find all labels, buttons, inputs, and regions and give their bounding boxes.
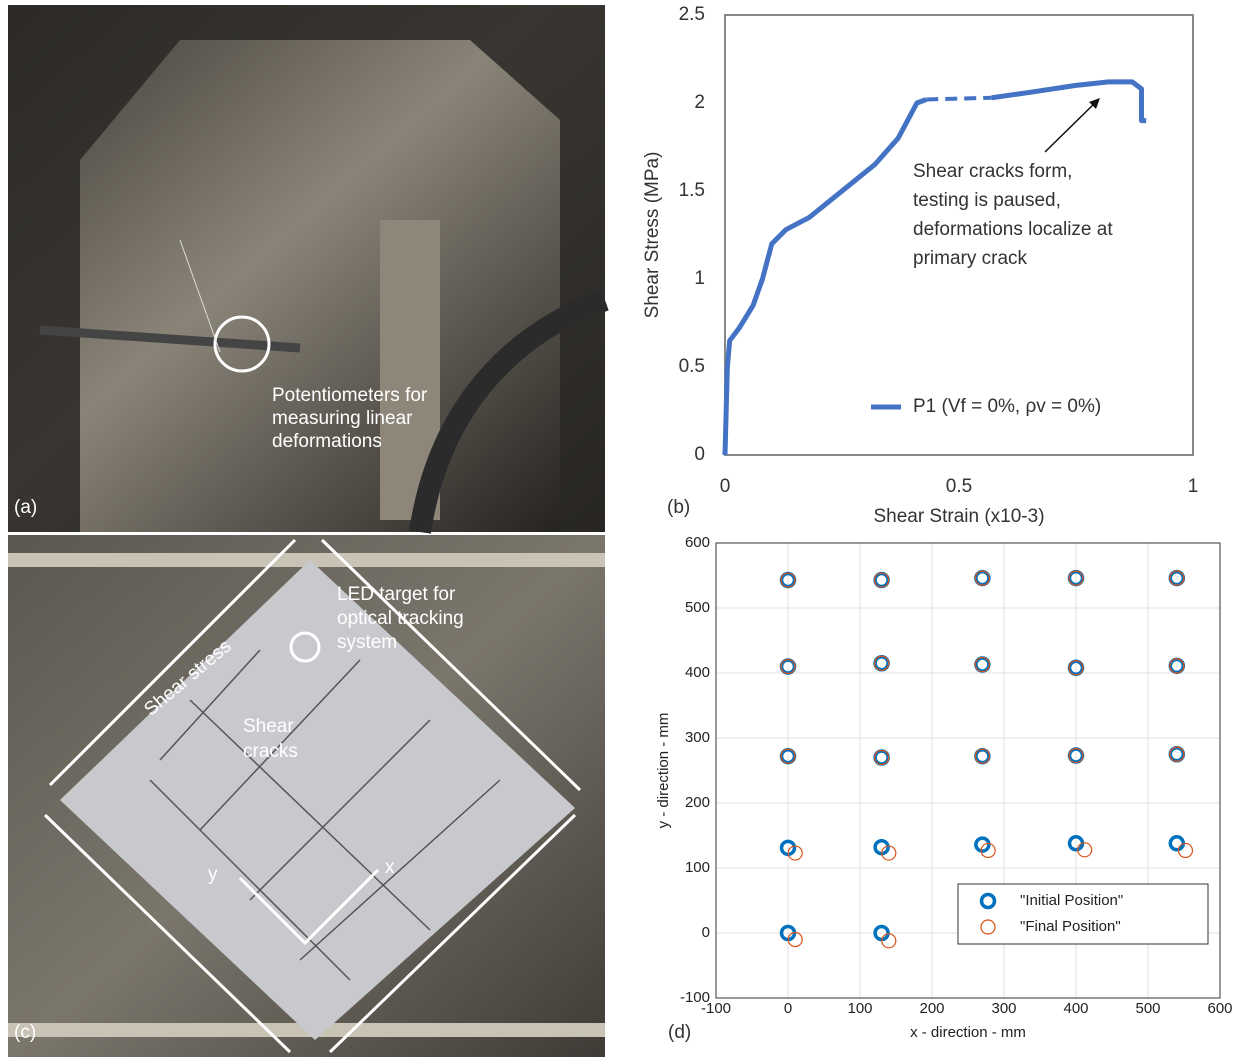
text-line: testing is paused, (913, 190, 1061, 211)
axis-label: y (208, 864, 218, 885)
x-tick-label: 100 (847, 1000, 872, 1017)
x-tick-label: 400 (1063, 1000, 1088, 1017)
y-tick-label: 2 (694, 92, 705, 113)
panel-label: (a) (14, 497, 37, 518)
x-tick-label: 0 (784, 1000, 792, 1017)
x-tick-label: 1 (1188, 476, 1199, 497)
x-axis-label: x - direction - mm (910, 1024, 1026, 1041)
panel-label: (b) (667, 497, 690, 518)
y-tick-label: 1 (694, 268, 705, 289)
panel-label: (c) (14, 1022, 36, 1043)
x-tick-label: 200 (919, 1000, 944, 1017)
y-tick-label: 0.5 (679, 356, 705, 377)
y-axis-label: y - direction - mm (655, 713, 672, 829)
legend-label: "Final Position" (1020, 918, 1121, 935)
y-tick-label: 200 (685, 794, 710, 811)
y-tick-label: 600 (685, 534, 710, 551)
y-tick-label: 0 (694, 444, 705, 465)
text-line: measuring linear (272, 408, 413, 429)
x-axis-label: Shear Strain (x10-3) (873, 506, 1044, 527)
text-line: primary crack (913, 248, 1028, 269)
x-tick-label: 0 (720, 476, 731, 497)
panel-label: (d) (668, 1022, 691, 1043)
text-line: deformations localize at (913, 219, 1113, 240)
y-tick-label: 300 (685, 729, 710, 746)
y-tick-label: 2.5 (679, 4, 705, 25)
y-tick-label: 500 (685, 599, 710, 616)
text-line: Potentiometers for (272, 385, 428, 406)
legend-label: "Initial Position" (1020, 892, 1123, 909)
legend-label: P1 (Vf = 0%, ρv = 0%) (913, 396, 1101, 417)
axis-label: x (385, 857, 395, 878)
x-tick-label: 0.5 (946, 476, 972, 497)
text-line: optical tracking (337, 608, 464, 629)
text-line: Shear (243, 716, 294, 737)
figure: (a) Potentiometers formeasuring linearde… (0, 0, 1250, 1059)
text-line: deformations (272, 431, 382, 452)
text-line: Shear cracks form, (913, 161, 1072, 182)
text-line: cracks (243, 741, 298, 762)
x-tick-label: 500 (1135, 1000, 1160, 1017)
y-tick-label: -100 (680, 989, 710, 1006)
y-tick-label: 1.5 (679, 180, 705, 201)
x-tick-label: 300 (991, 1000, 1016, 1017)
x-tick-label: 600 (1207, 1000, 1232, 1017)
y-tick-label: 0 (702, 924, 710, 941)
text-line: system (337, 632, 397, 653)
y-tick-label: 400 (685, 664, 710, 681)
y-axis-label: Shear Stress (MPa) (642, 152, 663, 319)
y-tick-label: 100 (685, 859, 710, 876)
text-line: LED target for (337, 584, 456, 605)
